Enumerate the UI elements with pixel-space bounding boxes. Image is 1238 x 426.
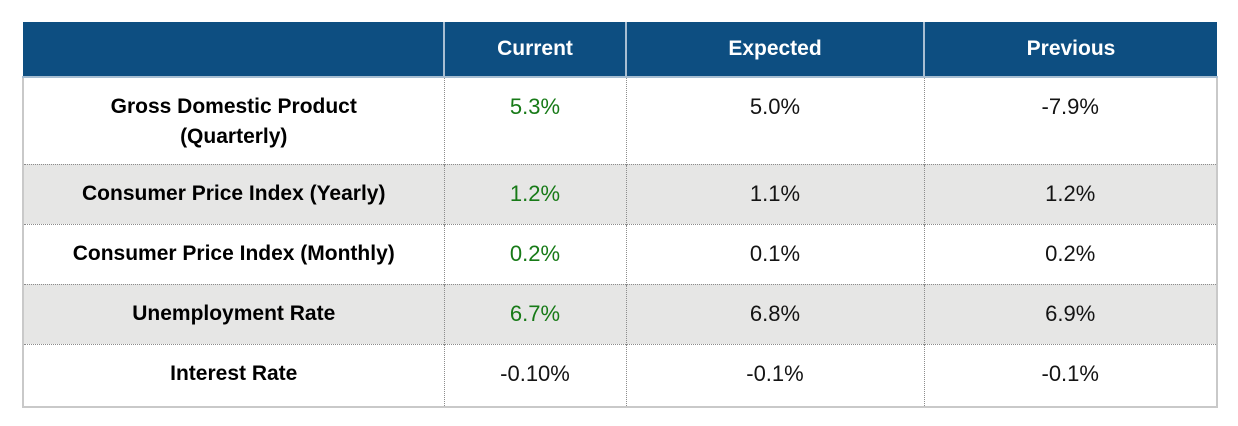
indicator-row-unemployment: Unemployment Rate 6.7% 6.8% 6.9%: [22, 283, 1218, 344]
expected-value: -0.1%: [625, 343, 924, 408]
current-value: 5.3%: [443, 77, 626, 164]
header-expected: Expected: [625, 22, 924, 78]
indicator-row-cpi-yearly: Consumer Price Index (Yearly) 1.2% 1.1% …: [22, 163, 1218, 224]
previous-value: 1.2%: [923, 163, 1218, 224]
indicator-label: Unemployment Rate: [22, 283, 444, 344]
header-row: Current Expected Previous: [23, 22, 1217, 78]
current-value: 6.7%: [443, 283, 626, 344]
header-previous: Previous: [923, 22, 1217, 78]
indicator-label: Gross Domestic Product (Quarterly): [22, 77, 444, 164]
current-value: -0.10%: [443, 343, 626, 408]
indicator-row-interest-rate: Interest Rate -0.10% -0.1% -0.1%: [22, 343, 1218, 408]
current-value: 1.2%: [443, 163, 626, 224]
indicator-row-cpi-monthly: Consumer Price Index (Monthly) 0.2% 0.1%…: [22, 223, 1218, 284]
indicator-label: Consumer Price Index (Monthly): [22, 223, 444, 284]
expected-value: 5.0%: [625, 77, 924, 164]
header-current: Current: [443, 22, 626, 78]
indicator-label: Consumer Price Index (Yearly): [22, 163, 444, 224]
previous-value: -0.1%: [923, 343, 1218, 408]
header-indicator-blank: [23, 22, 444, 78]
expected-value: 1.1%: [625, 163, 924, 224]
expected-value: 6.8%: [625, 283, 924, 344]
previous-value: -7.9%: [923, 77, 1218, 164]
expected-value: 0.1%: [625, 223, 924, 284]
economic-indicators-table: Current Expected Previous Gross Domestic…: [22, 22, 1218, 408]
previous-value: 6.9%: [923, 283, 1218, 344]
previous-value: 0.2%: [923, 223, 1218, 284]
indicator-label: Interest Rate: [22, 343, 444, 408]
current-value: 0.2%: [443, 223, 626, 284]
indicator-row-gdp: Gross Domestic Product (Quarterly) 5.3% …: [22, 77, 1218, 164]
